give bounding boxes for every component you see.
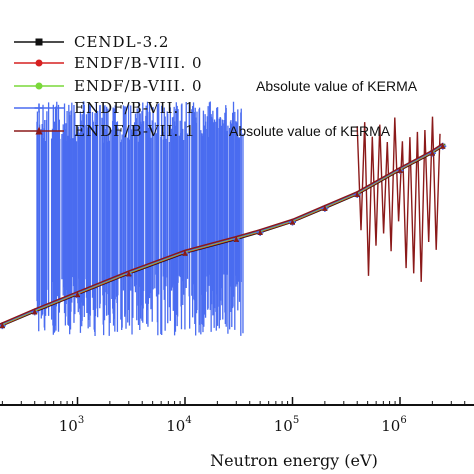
series-point xyxy=(32,308,38,315)
legend-marker xyxy=(35,82,43,90)
series-4 xyxy=(0,142,446,329)
x-tick-exponent: 5 xyxy=(293,415,299,426)
legend-marker xyxy=(35,126,43,135)
x-tick-label: 103 xyxy=(59,415,84,435)
x-tick-base: 10 xyxy=(381,417,400,435)
x-tick-base: 10 xyxy=(59,417,78,435)
series-point xyxy=(126,270,132,277)
legend-marker xyxy=(34,103,44,113)
series-point xyxy=(257,229,263,235)
x-tick-label: 104 xyxy=(166,415,191,435)
series-point xyxy=(429,149,435,156)
legend-entry: ENDF/B-VIII. 0 xyxy=(14,54,203,72)
legend-label: ENDF/B-VII. 1 xyxy=(74,99,196,117)
legend-label: ENDF/B-VIII. 0 xyxy=(74,77,203,95)
series-point xyxy=(322,204,328,211)
legend-entry: ENDF/B-VII. 1 xyxy=(14,99,196,117)
legend-marker xyxy=(35,59,43,67)
legend-marker xyxy=(35,38,43,46)
x-tick-base: 10 xyxy=(274,417,293,435)
series-point xyxy=(397,166,403,173)
x-tick-exponent: 4 xyxy=(185,415,191,426)
legend-label: ENDF/B-VIII. 0 xyxy=(74,54,203,72)
series-line xyxy=(0,142,444,325)
x-axis-title: Neutron energy (eV) xyxy=(210,451,378,470)
fluctuation-region xyxy=(356,116,441,282)
legend-entry: CENDL-3.2 xyxy=(14,33,169,51)
series-point xyxy=(440,142,446,149)
x-tick-exponent: 3 xyxy=(78,415,84,426)
x-tick-label: 106 xyxy=(381,415,406,435)
x-axis-ticks: 102103104105106 xyxy=(1,397,466,435)
fluctuation-line xyxy=(356,116,441,282)
series-point xyxy=(290,218,295,225)
resonance-region xyxy=(36,101,244,336)
legend-label: CENDL-3.2 xyxy=(74,33,169,51)
legend-label: ENDF/B-VII. 1 xyxy=(74,122,196,140)
series-point xyxy=(233,235,239,242)
series-point xyxy=(75,291,80,298)
x-tick-label: 105 xyxy=(274,415,299,435)
series-point xyxy=(0,322,5,329)
x-tick-exponent: 6 xyxy=(400,415,406,426)
legend-note: Absolute value of KERMA xyxy=(229,123,391,139)
legend-note: Absolute value of KERMA xyxy=(256,78,418,94)
x-tick-base: 10 xyxy=(166,417,185,435)
legend: CENDL-3.2 ENDF/B-VIII. 0 ENDF/B-VIII. 0 Abs… xyxy=(14,33,418,140)
legend-entry: ENDF/B-VII. 1 Absolute value of KERMA xyxy=(14,122,391,140)
series-point xyxy=(354,191,360,198)
series-point xyxy=(182,249,188,256)
plot-area xyxy=(0,101,447,336)
legend-entry: ENDF/B-VIII. 0 Absolute value of KERMA xyxy=(14,77,418,95)
